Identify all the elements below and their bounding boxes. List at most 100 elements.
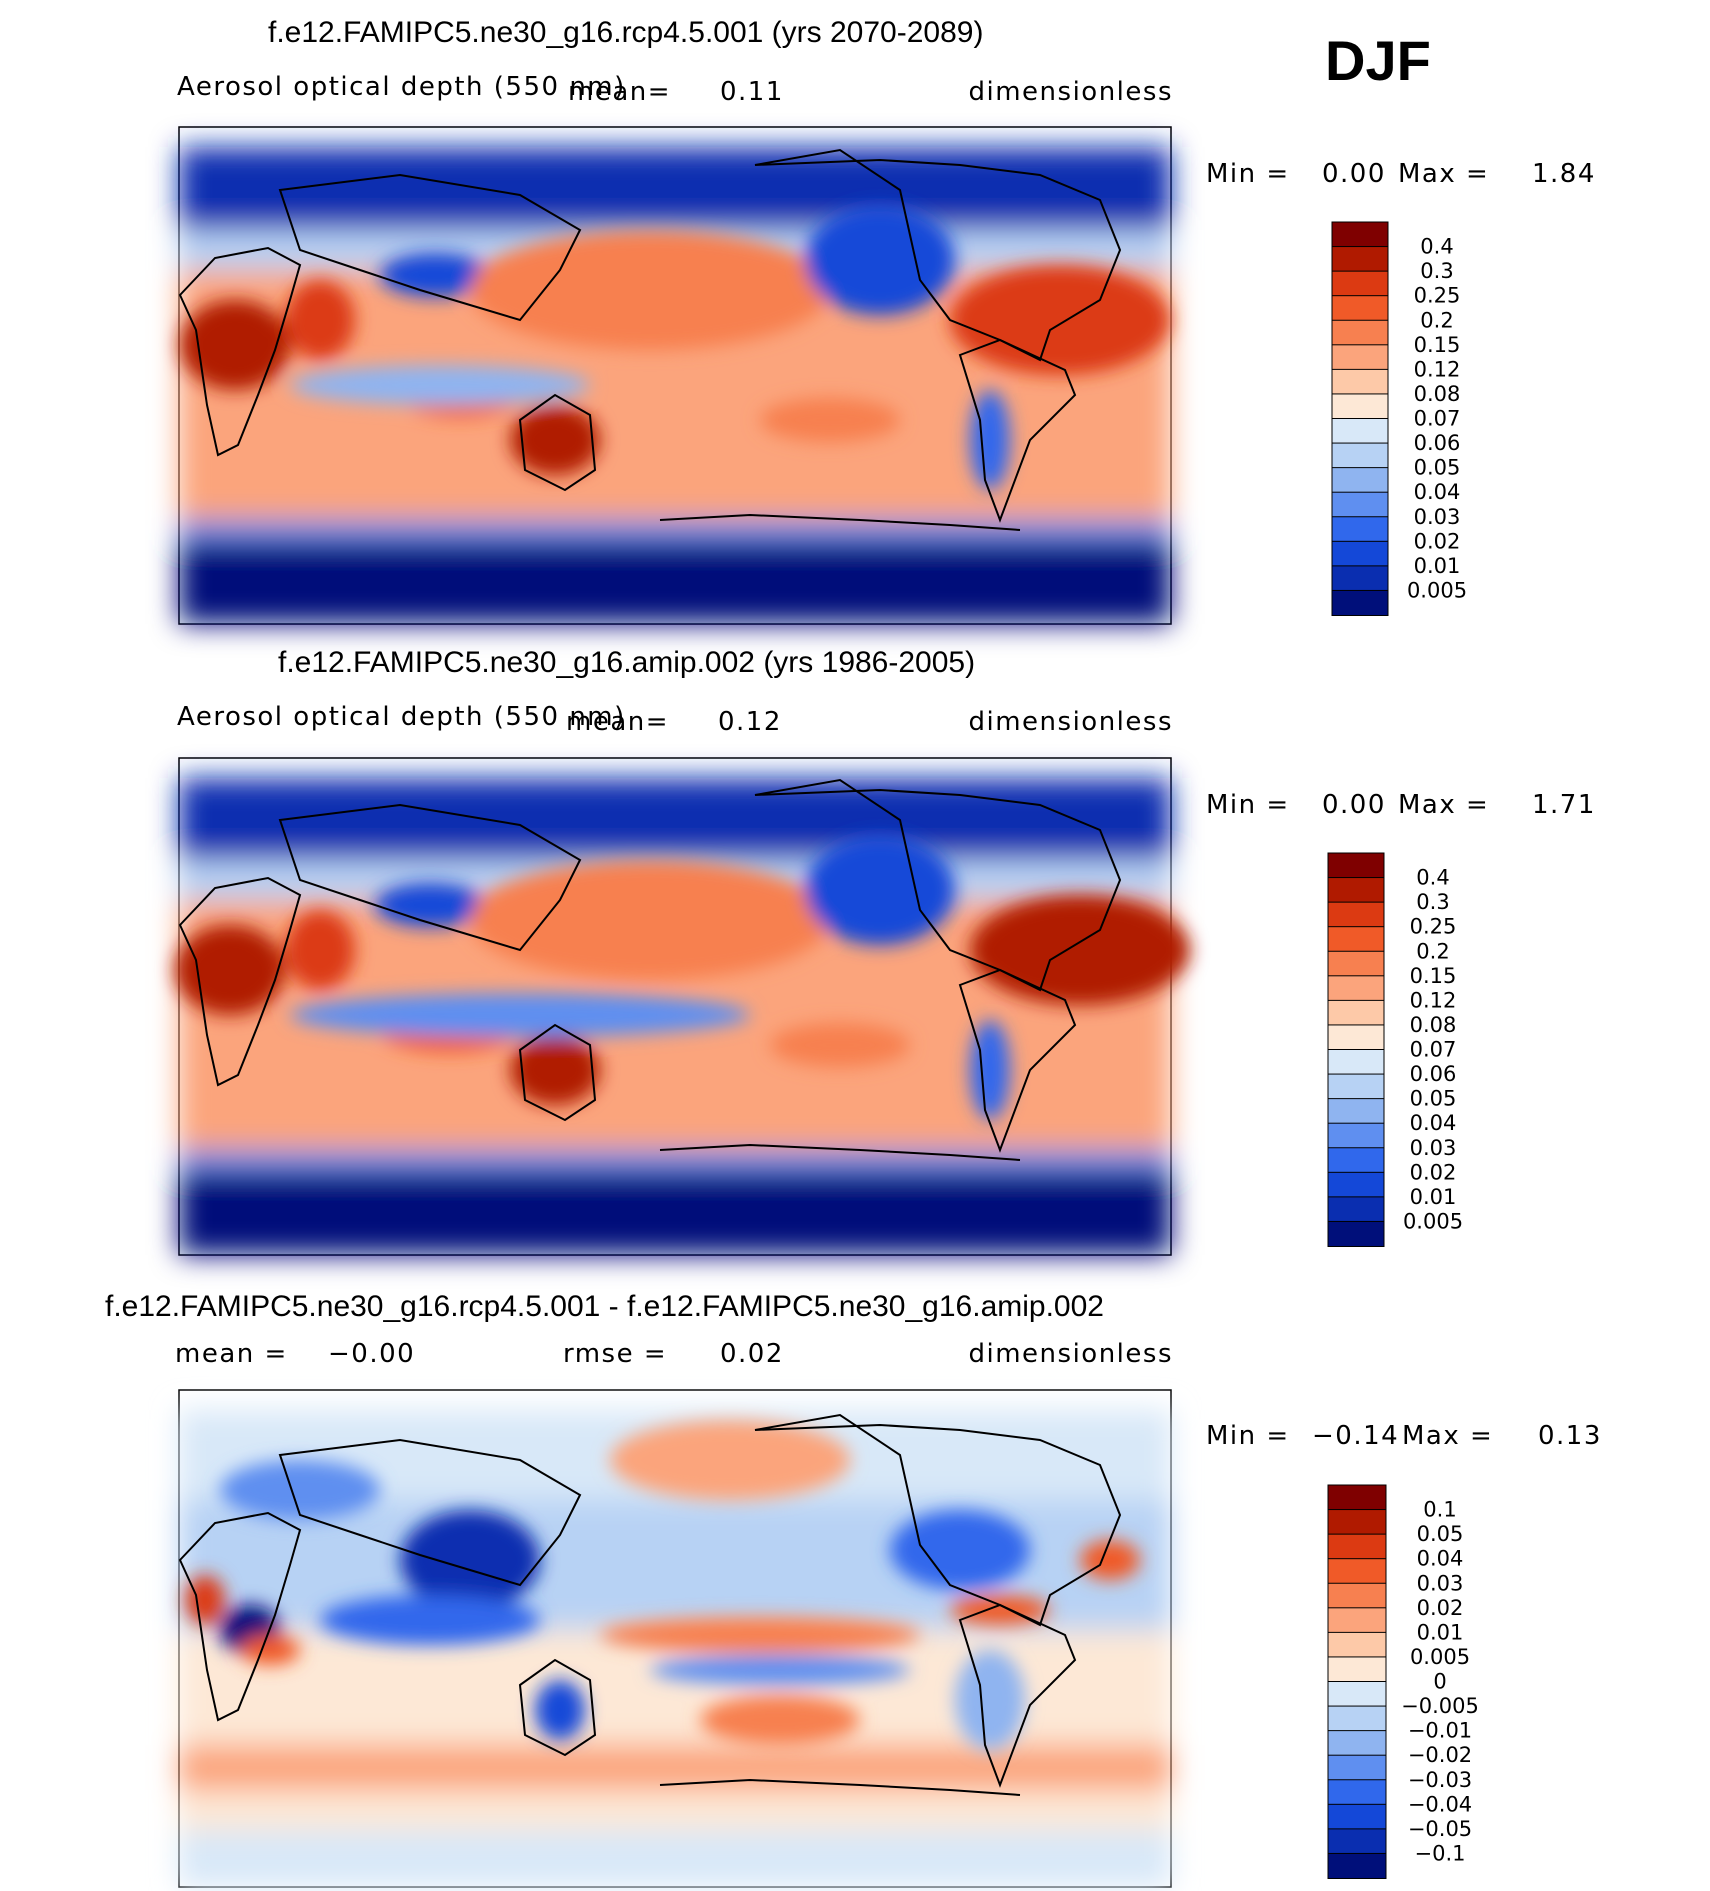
colorbar-tick-label: 0.02 <box>1414 529 1461 553</box>
colorbar-tick-label: 0.06 <box>1410 1062 1457 1086</box>
units-label: dimensionless <box>969 1339 1174 1369</box>
colorbar-box <box>1327 999 1385 1026</box>
panel-title: f.e12.FAMIPC5.ne30_g16.rcp4.5.001 (yrs 2… <box>268 16 983 49</box>
panel-title: f.e12.FAMIPC5.ne30_g16.amip.002 (yrs 198… <box>278 646 975 679</box>
colorbar-box <box>1327 1852 1387 1879</box>
colorbar-tick-label: 0.02 <box>1417 1596 1464 1620</box>
colorbar-tick-label: −0.005 <box>1401 1694 1479 1718</box>
colorbar-tick-label: −0.01 <box>1408 1719 1472 1743</box>
colorbar-tick-label: 0.05 <box>1414 456 1461 480</box>
colorbar-box <box>1331 589 1389 616</box>
colorbar-tick-label: 0.03 <box>1417 1571 1464 1595</box>
colorbar-tick-label: 0.005 <box>1407 578 1467 602</box>
mean-label: mean= <box>568 77 671 107</box>
colorbar-box <box>1331 344 1389 371</box>
colorbar-box <box>1327 1533 1387 1560</box>
variable-label: Aerosol optical depth (550 nm) <box>177 72 626 102</box>
colorbar-box <box>1327 1582 1387 1609</box>
colorbar-tick-label: 0.04 <box>1410 1111 1457 1135</box>
colorbar-tick-label: 0.08 <box>1410 1013 1457 1037</box>
colorbar: 0.40.30.250.20.150.120.080.070.060.050.0… <box>1331 221 1467 616</box>
colorbar-box <box>1327 926 1385 953</box>
min-value: 0.00 <box>1322 790 1386 820</box>
max-label: Max = <box>1398 159 1489 189</box>
colorbar-tick-label: 0.03 <box>1414 505 1461 529</box>
colorbar-tick-label: 0.04 <box>1417 1547 1464 1571</box>
map-field <box>178 1389 1172 1888</box>
colorbar-tick-label: 0.03 <box>1410 1136 1457 1160</box>
colorbar-box <box>1327 877 1385 904</box>
colorbar-box <box>1327 1631 1387 1658</box>
colorbar-tick-label: 0.07 <box>1414 407 1461 431</box>
min-value: 0.00 <box>1322 159 1386 189</box>
map-field <box>175 757 1190 1256</box>
colorbar-tick-label: −0.1 <box>1415 1841 1466 1865</box>
panel-amip: f.e12.FAMIPC5.ne30_g16.amip.002 (yrs 198… <box>175 646 1596 1256</box>
colorbar-tick-label: 0.07 <box>1410 1038 1457 1062</box>
colorbar-box <box>1327 1171 1385 1198</box>
panel-title: f.e12.FAMIPC5.ne30_g16.rcp4.5.001 - f.e1… <box>105 1290 1104 1323</box>
coastlines <box>178 148 1122 531</box>
colorbar-tick-label: 0.12 <box>1410 988 1457 1012</box>
max-value: 1.71 <box>1532 790 1596 820</box>
colorbar-box <box>1327 1122 1385 1149</box>
colorbar-tick-label: 0.05 <box>1417 1522 1464 1546</box>
colorbar-box <box>1331 565 1389 592</box>
colorbar-box <box>1327 1147 1385 1174</box>
colorbar-tick-label: 0.4 <box>1416 866 1449 890</box>
colorbar-box <box>1327 1098 1385 1125</box>
coastlines <box>178 1413 1122 1796</box>
colorbar-tick-label: 0.12 <box>1414 357 1461 381</box>
colorbar-box <box>1331 246 1389 273</box>
colorbar-box <box>1327 1607 1387 1634</box>
colorbar-box <box>1327 1803 1387 1830</box>
colorbar-box <box>1327 1073 1385 1100</box>
colorbar-box <box>1331 221 1389 248</box>
colorbar-box <box>1327 1656 1387 1683</box>
colorbar: 0.40.30.250.20.150.120.080.070.060.050.0… <box>1327 852 1463 1247</box>
colorbar-box <box>1327 1049 1385 1076</box>
coastlines <box>178 778 1122 1161</box>
colorbar-tick-label: 0.1 <box>1423 1498 1456 1522</box>
map-field <box>178 126 1172 625</box>
colorbar-box <box>1327 1558 1387 1585</box>
colorbar-box <box>1327 1730 1387 1757</box>
colorbar-tick-label: −0.02 <box>1408 1743 1472 1767</box>
panel-difference: f.e12.FAMIPC5.ne30_g16.rcp4.5.001 - f.e1… <box>105 1290 1600 1888</box>
colorbar-tick-label: 0.2 <box>1416 939 1449 963</box>
season-label: DJF <box>1325 29 1431 92</box>
colorbar-tick-label: −0.04 <box>1408 1792 1472 1816</box>
colorbar-box <box>1331 442 1389 469</box>
colorbar-box <box>1327 1779 1387 1806</box>
colorbar-box <box>1331 467 1389 494</box>
colorbar-box <box>1327 1754 1387 1781</box>
colorbar-tick-label: 0.25 <box>1410 915 1457 939</box>
colorbar-tick-label: 0.05 <box>1410 1087 1457 1111</box>
rmse-value: 0.02 <box>720 1339 784 1369</box>
colorbar-tick-label: 0.01 <box>1414 554 1461 578</box>
min-label: Min = <box>1206 790 1290 820</box>
rmse-label: rmse = <box>563 1339 667 1369</box>
units-label: dimensionless <box>969 707 1174 737</box>
colorbar-box <box>1331 418 1389 445</box>
colorbar-tick-label: 0.3 <box>1416 890 1449 914</box>
colorbar-tick-label: 0.15 <box>1410 964 1457 988</box>
colorbar-box <box>1327 852 1385 879</box>
colorbar-box <box>1331 368 1389 395</box>
max-label: Max = <box>1398 790 1489 820</box>
mean-value: 0.11 <box>720 77 784 107</box>
colorbar-tick-label: 0.01 <box>1417 1620 1464 1644</box>
colorbar: 0.10.050.040.030.020.010.0050−0.005−0.01… <box>1327 1484 1479 1879</box>
colorbar-tick-label: 0.01 <box>1410 1185 1457 1209</box>
mean-value: −0.00 <box>328 1339 415 1369</box>
colorbar-box <box>1327 1220 1385 1247</box>
variable-label: Aerosol optical depth (550 nm) <box>177 702 626 732</box>
colorbar-box <box>1331 393 1389 420</box>
colorbar-box <box>1327 1509 1387 1536</box>
colorbar-tick-label: 0.2 <box>1420 308 1453 332</box>
colorbar-box <box>1327 1828 1387 1855</box>
units-label: dimensionless <box>969 77 1174 107</box>
colorbar-tick-label: 0.4 <box>1420 235 1453 259</box>
colorbar-box <box>1331 540 1389 567</box>
